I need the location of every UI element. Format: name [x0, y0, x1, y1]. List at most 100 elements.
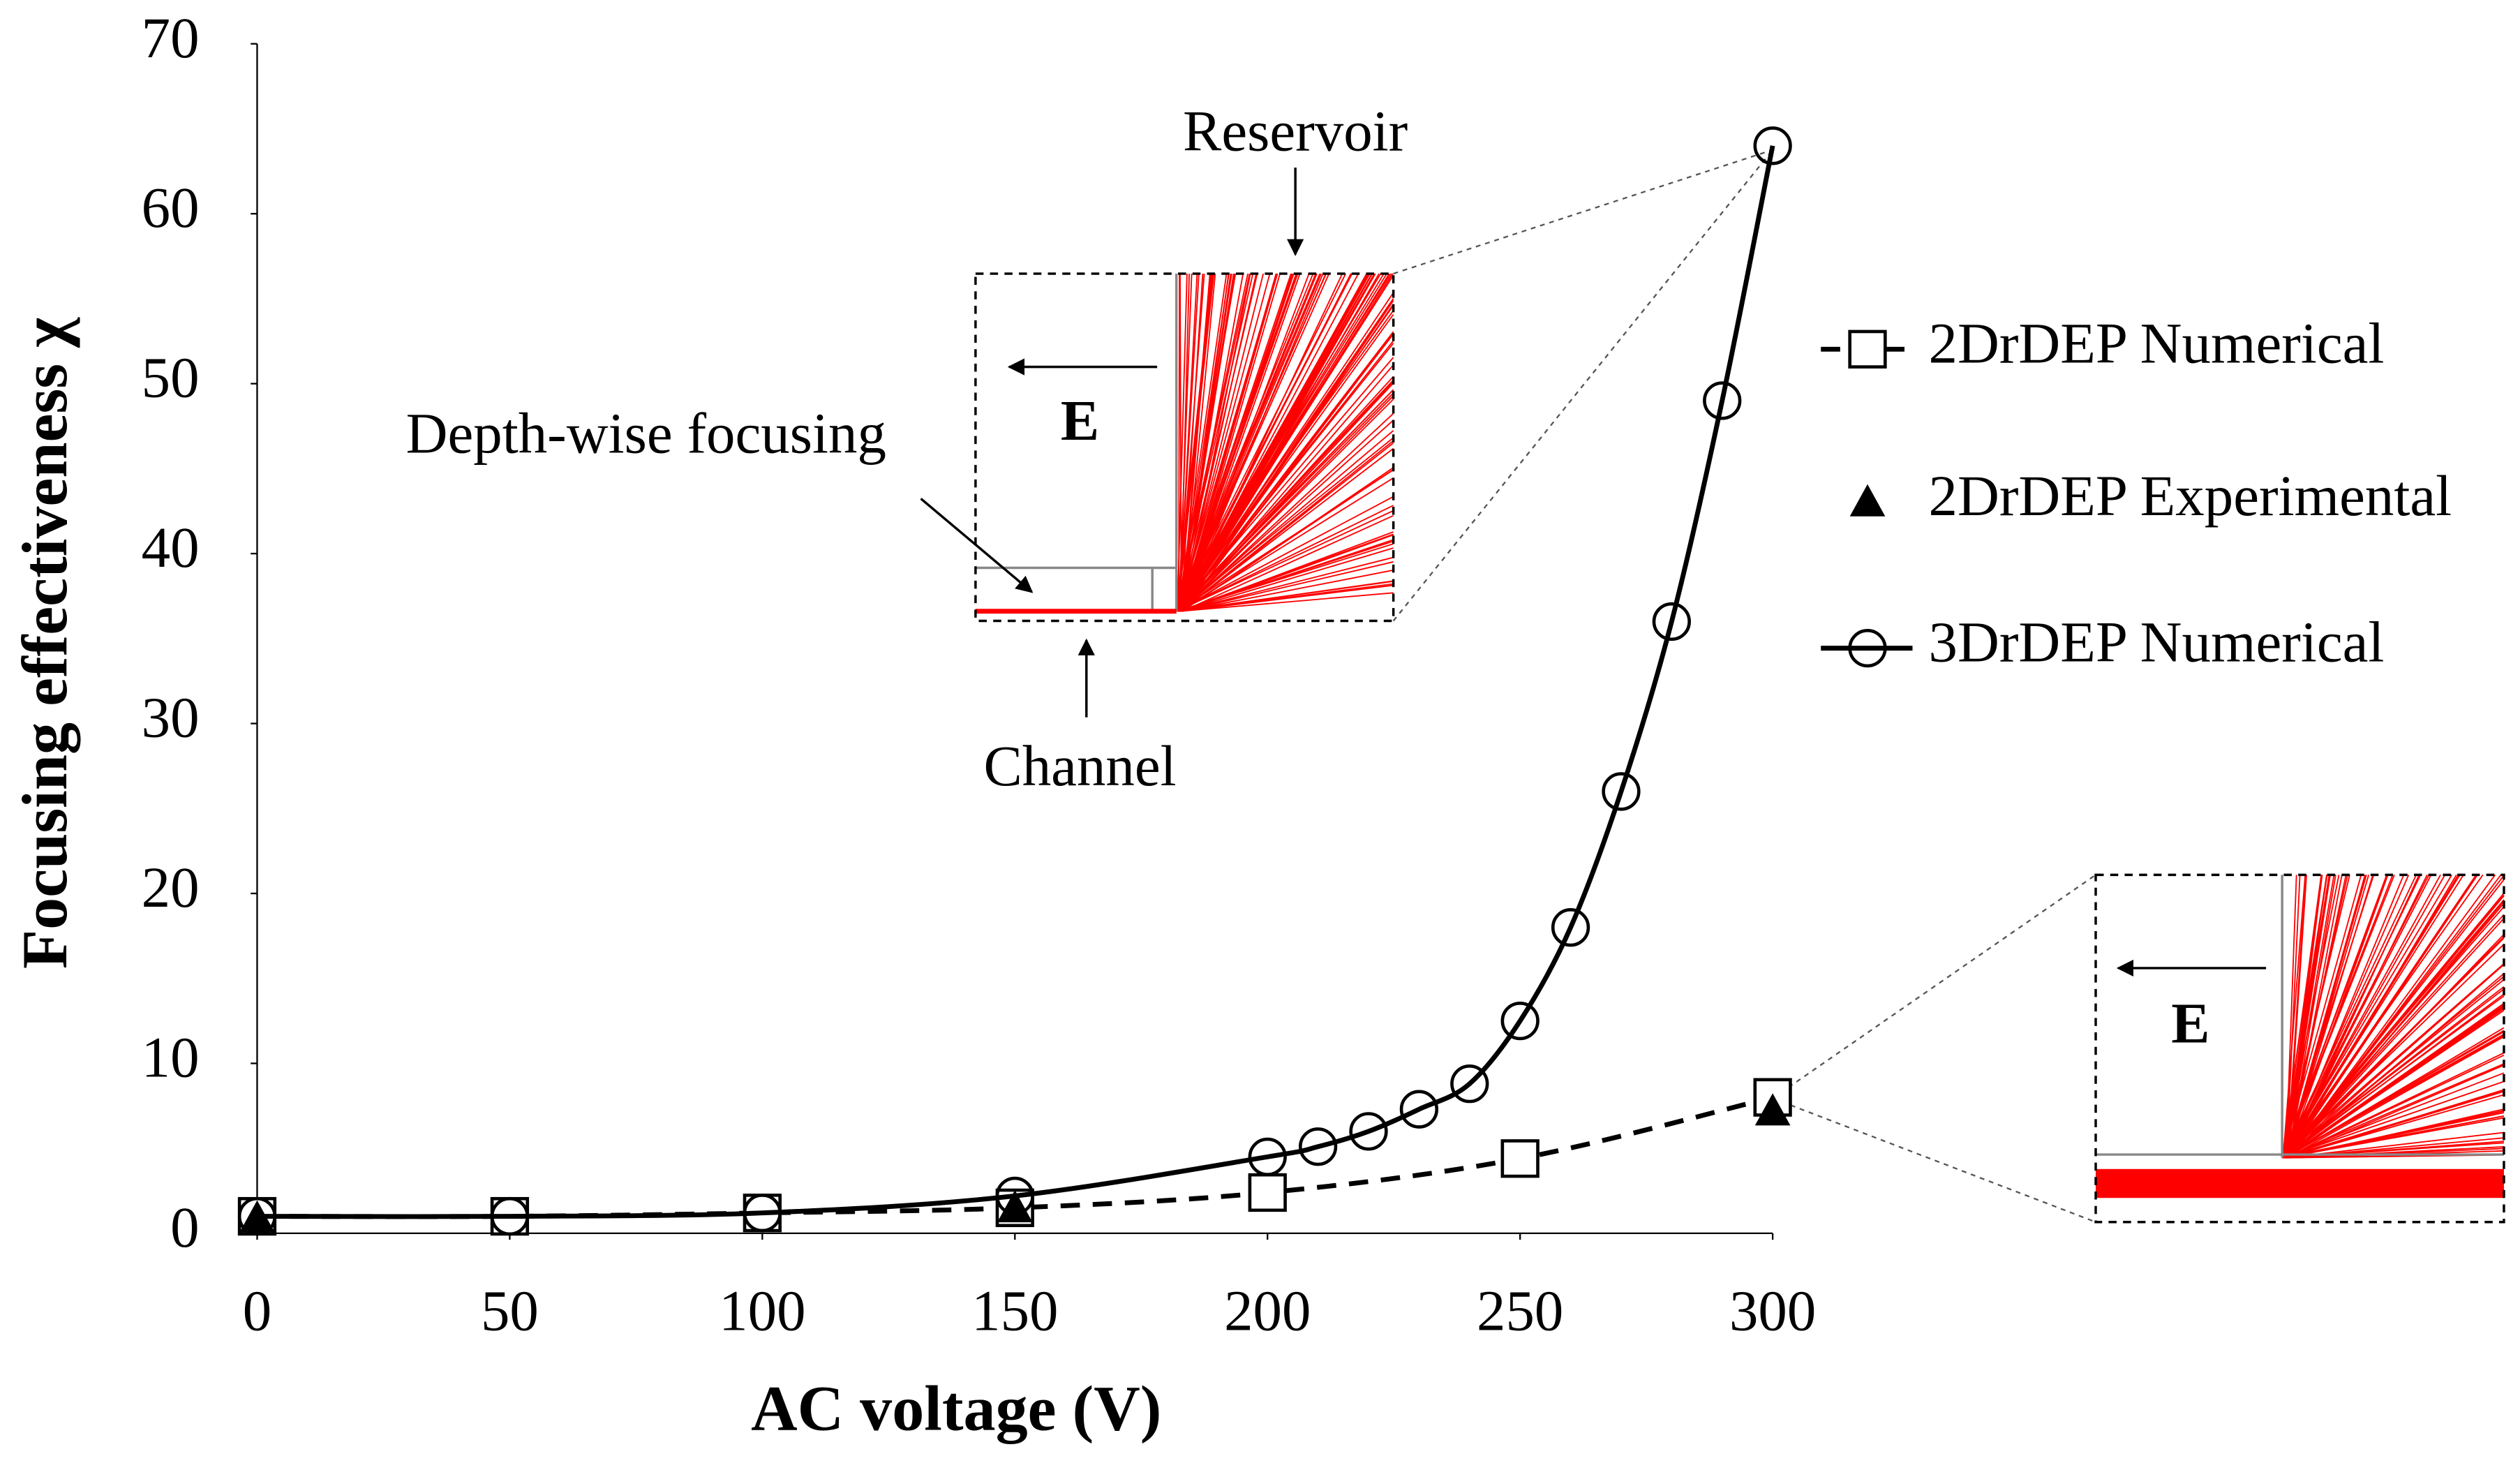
field-line [2282, 874, 2453, 1159]
x-tick-label: 100 [719, 1279, 805, 1343]
field-line [1177, 274, 1188, 611]
legend-label: 2DrDEP Experimental [1929, 463, 2452, 528]
annotation: E [1061, 388, 1099, 452]
field-line [1177, 273, 1215, 611]
legend-marker [1848, 629, 1887, 668]
insets: Reservoir Channel Depth-wise focusing E … [406, 98, 2505, 1224]
field-line [1182, 514, 1394, 612]
field-line [1180, 584, 1394, 612]
marker [1703, 381, 1742, 420]
field-line [1181, 300, 1394, 612]
field-line [1178, 274, 1200, 611]
x-tick-label: 300 [1729, 1279, 1816, 1343]
field-line [2287, 875, 2307, 1158]
marker [1248, 1137, 1287, 1176]
field-line [2286, 875, 2370, 1158]
field-line [1177, 392, 1394, 612]
field-line [2288, 1148, 2505, 1159]
field-line [1181, 332, 1394, 612]
marker [1500, 1001, 1539, 1041]
x-tick-label: 250 [1477, 1279, 1563, 1343]
field-line [2281, 979, 2505, 1159]
field-line [1180, 556, 1394, 612]
field-line [2283, 875, 2375, 1158]
legend-marker [1848, 329, 1887, 369]
field-line [2283, 1072, 2505, 1159]
field-line [1179, 592, 1394, 612]
field-line [1177, 380, 1394, 612]
marker [1399, 1090, 1439, 1129]
field-line [2283, 914, 2505, 1159]
arrow [920, 498, 1034, 593]
field-line [1177, 273, 1353, 612]
marker [1753, 126, 1792, 165]
field-line [1181, 273, 1343, 612]
field-line [2287, 875, 2366, 1158]
y-tick-label: 20 [142, 855, 200, 919]
marker [1248, 1173, 1287, 1212]
marker [1349, 1112, 1388, 1151]
field-line [2285, 875, 2297, 1158]
field-line [2286, 875, 2307, 1158]
field-line [1182, 304, 1394, 612]
y-tick-label: 70 [142, 6, 200, 70]
y-tick-label: 60 [142, 175, 200, 239]
legend-label: 3DrDEP Numerical [1929, 610, 2385, 674]
marker [1602, 772, 1641, 811]
field-line [1175, 273, 1248, 611]
zoom-line [1393, 149, 1773, 275]
field-line [1180, 273, 1204, 611]
field-line [1179, 273, 1297, 611]
marker [490, 1196, 530, 1236]
field-line [2285, 895, 2505, 1159]
marker [1299, 1127, 1338, 1166]
field-line [1180, 395, 1394, 612]
inset-channel [2094, 873, 2505, 1224]
field-line [1178, 340, 1394, 612]
field-line [2281, 875, 2362, 1158]
field-line [2283, 1063, 2505, 1159]
field-line [1179, 430, 1394, 612]
field-line [2283, 937, 2505, 1159]
inset-border [974, 272, 1395, 623]
field-line [1177, 496, 1394, 612]
y-axis-title: Focusing effectiveness χ [9, 317, 80, 969]
field-line [2286, 875, 2301, 1158]
field-line [2286, 874, 2420, 1159]
field-line [1179, 273, 1375, 612]
field-line [2281, 874, 2417, 1159]
field-line [2284, 1034, 2505, 1159]
field-line [2284, 993, 2505, 1159]
field-line [1177, 298, 1394, 612]
inset-reservoir [974, 272, 1395, 623]
annotation: Reservoir [1183, 98, 1408, 163]
field-line [2287, 875, 2343, 1158]
field-line [1178, 274, 1193, 611]
field-line [2283, 1115, 2505, 1159]
marker [239, 1200, 275, 1233]
field-line [2287, 1036, 2505, 1159]
field-line [2282, 875, 2306, 1158]
field-line [2286, 1052, 2505, 1159]
field-line [1182, 569, 1394, 612]
field-line [1179, 273, 1257, 611]
y-tick-label: 50 [142, 346, 200, 410]
field-line [2284, 964, 2505, 1159]
x-tick-label: 50 [481, 1279, 539, 1343]
field-line [2285, 1002, 2505, 1159]
field-line [1180, 273, 1235, 611]
channel-flow [2096, 1168, 2504, 1198]
marker [1652, 602, 1691, 641]
field-line [1177, 273, 1317, 612]
zoom-line [1772, 874, 2096, 1099]
y-tick-label: 0 [170, 1195, 199, 1259]
y-tick-label: 10 [142, 1025, 200, 1089]
field-line [2281, 963, 2505, 1159]
field-line [2286, 875, 2505, 1159]
x-tick-label: 200 [1224, 1279, 1311, 1343]
field-line [1176, 510, 1394, 612]
x-tick-label: 150 [971, 1279, 1058, 1343]
field-line [2283, 874, 2459, 1159]
field-line [1180, 440, 1394, 612]
field-line [1179, 273, 1277, 611]
